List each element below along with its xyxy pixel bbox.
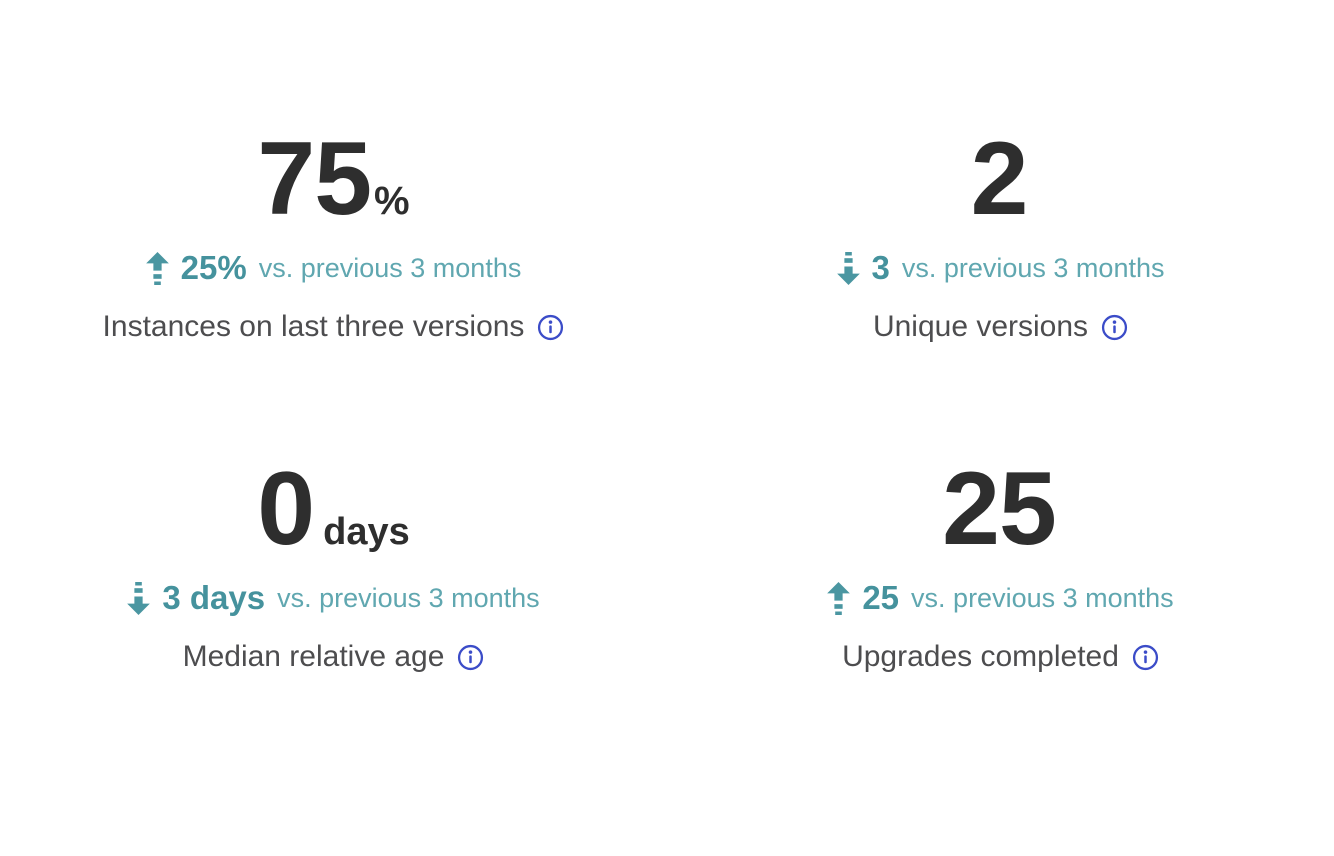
delta-comparison: vs. previous 3 months (258, 252, 522, 283)
metric-value: 0 days (257, 457, 409, 561)
info-icon[interactable] (1101, 314, 1128, 341)
metric-number: 25 (942, 451, 1057, 567)
metric-card-median-relative-age: 0 days 3 days vs. previous 3 months Medi… (0, 428, 667, 856)
metric-label: Unique versions (872, 310, 1128, 343)
metric-label-text: Instances on last three versions (102, 310, 525, 343)
metric-label: Upgrades completed (842, 640, 1159, 673)
metric-delta: 3 days vs. previous 3 months (127, 579, 540, 616)
metric-label-text: Unique versions (872, 310, 1089, 343)
metric-label-text: Upgrades completed (842, 640, 1119, 673)
metric-number: 2 (970, 121, 1029, 237)
info-icon[interactable] (537, 314, 564, 341)
delta-comparison: vs. previous 3 months (901, 252, 1165, 283)
metric-label: Instances on last three versions (102, 310, 565, 343)
metric-label: Median relative age (182, 640, 485, 673)
trend-down-icon (127, 581, 151, 615)
delta-comparison: vs. previous 3 months (911, 582, 1174, 613)
trend-down-icon (836, 251, 860, 285)
metric-delta: 3 vs. previous 3 months (836, 249, 1165, 286)
metric-value: 25 (942, 457, 1059, 561)
metric-delta: 25% vs. previous 3 months (145, 249, 522, 286)
metric-card-instances-on-last-three-versions: 75 % 25% vs. previous 3 months Instances… (0, 0, 667, 428)
metric-card-upgrades-completed: 25 25 vs. previous 3 months Upgrades com… (667, 428, 1334, 856)
metric-number: 75 (257, 121, 372, 237)
delta-value: 25% (180, 249, 247, 286)
metric-value: 75 % (257, 127, 409, 231)
metric-number: 0 (257, 451, 315, 567)
metric-unit: % (374, 179, 410, 223)
trend-up-icon (827, 581, 851, 615)
delta-value: 25 (862, 579, 900, 616)
info-icon[interactable] (457, 644, 484, 671)
metric-unit: days (323, 511, 410, 553)
trend-up-icon (145, 251, 169, 285)
metric-card-unique-versions: 2 3 vs. previous 3 months Unique version… (667, 0, 1334, 428)
metric-value: 2 (971, 127, 1031, 231)
info-icon[interactable] (1132, 644, 1159, 671)
metric-label-text: Median relative age (182, 640, 445, 673)
delta-value: 3 (871, 249, 890, 286)
delta-value: 3 days (162, 579, 266, 616)
metric-delta: 25 vs. previous 3 months (827, 579, 1174, 616)
delta-comparison: vs. previous 3 months (277, 582, 540, 613)
